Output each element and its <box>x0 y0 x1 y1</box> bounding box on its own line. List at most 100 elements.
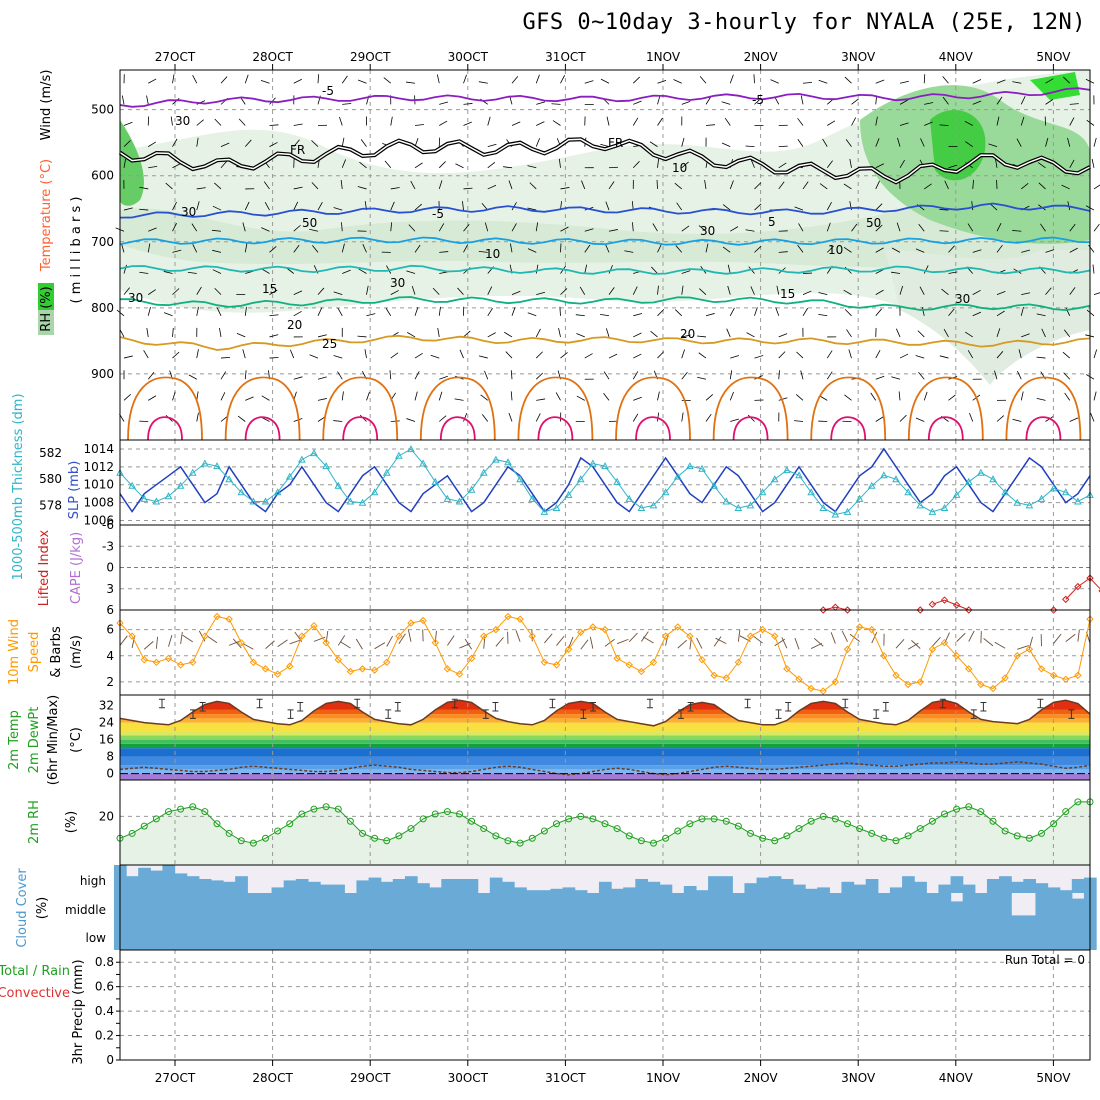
wind-barb <box>996 328 1001 338</box>
minmax-whisker <box>678 709 684 719</box>
cloud-cell-high <box>404 876 418 893</box>
wind-barb <box>845 139 852 147</box>
wind10-marker <box>783 665 791 673</box>
cloud-cell-high <box>235 876 248 893</box>
wind-barb <box>797 118 804 126</box>
wind10-marker <box>904 680 912 689</box>
wind-barb <box>875 138 880 147</box>
thickness-marker <box>831 510 840 518</box>
thickness-marker <box>576 475 585 483</box>
cloud-cell-low <box>841 921 855 950</box>
wind-barb <box>123 158 126 168</box>
wind10-marker <box>613 654 621 663</box>
wind-barb <box>1012 81 1022 84</box>
wind-barb <box>778 162 787 169</box>
rh2m-marker <box>152 815 160 823</box>
wind10-barb <box>994 641 1006 649</box>
date-label-bottom: 5NOV <box>1036 1071 1071 1085</box>
cloud-cell-high <box>514 887 527 893</box>
wind-barb <box>535 138 540 147</box>
wind-barb <box>891 247 901 253</box>
cloud-cell-low <box>732 921 746 950</box>
wind-barb <box>1040 223 1046 232</box>
lifted-axis-label: Lifted Index <box>37 529 52 606</box>
wind-barb <box>605 201 610 211</box>
wind-barb <box>341 222 343 232</box>
wind-barb <box>705 124 715 126</box>
wind-barb <box>263 181 270 190</box>
wind-barb <box>1045 78 1054 84</box>
thickness-marker <box>673 472 682 480</box>
cloud-cell-high <box>210 880 224 893</box>
cloud-cell-low <box>441 921 455 950</box>
wind-barb <box>681 285 684 295</box>
wind10-barb <box>568 636 574 649</box>
thickness-marker <box>795 471 803 479</box>
lifted-index-line <box>932 599 1054 611</box>
wind-barb <box>964 331 973 338</box>
date-label-bottom: 1NOV <box>646 1071 681 1085</box>
wind-barb <box>165 182 173 190</box>
wind-barb <box>990 203 998 211</box>
thickness-marker <box>564 490 573 498</box>
thickness-marker <box>637 503 646 511</box>
wind-barb <box>1038 182 1046 190</box>
wind-barb <box>342 103 352 105</box>
wind-barb <box>293 224 301 232</box>
cloud-cell-high <box>902 876 915 893</box>
wind-barb <box>384 160 392 169</box>
temp-band <box>120 731 1090 736</box>
thickness-marker <box>1049 484 1058 492</box>
cloud-cell-low <box>332 921 345 950</box>
rh2m-marker <box>916 825 924 833</box>
cloud-cell-low <box>271 921 285 950</box>
cloud-cell-high <box>962 884 976 893</box>
wind-barb <box>923 391 928 401</box>
wind-barb <box>536 121 545 126</box>
wind-barb <box>411 285 416 295</box>
thickness-marker <box>128 481 136 489</box>
wind-barb <box>414 307 419 316</box>
cloud-cell-low <box>126 921 139 950</box>
thickness-marker <box>152 497 161 505</box>
wind-barb <box>1069 117 1075 126</box>
wind-barb <box>341 391 344 401</box>
wind-barb <box>172 249 182 253</box>
wind-barb <box>603 371 610 380</box>
rh2m-marker <box>819 812 827 820</box>
wind-barb <box>269 314 279 317</box>
wind-barb <box>996 244 1003 253</box>
wind-barb <box>317 334 327 338</box>
wind-barb <box>600 78 610 84</box>
rh-green-top <box>1030 72 1080 100</box>
cloud-cell-low <box>1023 921 1037 950</box>
wind10-barb <box>810 642 823 649</box>
rh2m-marker <box>601 820 609 828</box>
wind-barb <box>923 265 929 274</box>
precip-tick-label: 0 <box>106 1053 114 1067</box>
wind-barb <box>123 394 131 401</box>
rh2m-marker <box>698 815 706 823</box>
pressure-tick-label: 800 <box>91 301 114 315</box>
wind-barb <box>360 139 367 147</box>
wind-barb <box>721 101 731 105</box>
wind-barb <box>705 243 709 253</box>
thickness-marker <box>479 468 488 476</box>
wind-barb <box>536 291 546 296</box>
wind-barb <box>269 124 279 126</box>
cloud-cell-low <box>235 921 248 950</box>
wind-barb <box>1037 162 1046 169</box>
wind10-barb <box>968 630 975 642</box>
wind-barb <box>220 160 228 169</box>
minmax-whisker <box>647 698 653 709</box>
wind-barb <box>674 309 683 317</box>
wind-barb <box>317 376 327 380</box>
wind-barb <box>438 161 446 169</box>
wind-barb <box>576 395 585 401</box>
wind10-marker <box>771 632 779 640</box>
wind-barb <box>729 370 733 380</box>
wind-barb <box>237 415 246 422</box>
wind-barb <box>463 224 470 232</box>
wind10-marker <box>310 621 318 630</box>
wind-barb <box>511 76 519 84</box>
